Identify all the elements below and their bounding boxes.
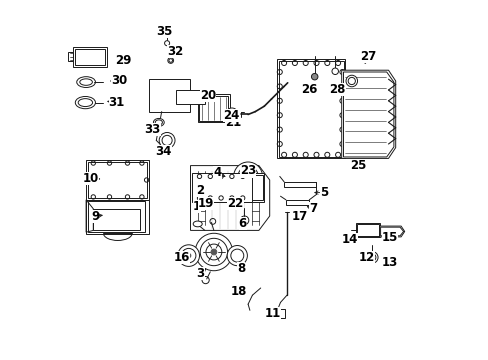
Ellipse shape <box>75 96 95 109</box>
Polygon shape <box>197 94 230 122</box>
Text: 20: 20 <box>199 89 216 102</box>
Circle shape <box>195 233 232 271</box>
Circle shape <box>233 162 262 191</box>
Text: 33: 33 <box>144 123 161 136</box>
Text: 15: 15 <box>381 231 398 244</box>
Text: 35: 35 <box>156 25 172 38</box>
Text: 18: 18 <box>230 285 247 298</box>
Polygon shape <box>176 90 204 104</box>
Text: 6: 6 <box>238 217 246 230</box>
Text: 28: 28 <box>328 83 345 96</box>
Text: 34: 34 <box>155 145 171 158</box>
Polygon shape <box>355 223 379 237</box>
Text: 24: 24 <box>222 109 239 122</box>
Ellipse shape <box>227 108 236 114</box>
Text: 7: 7 <box>308 202 316 215</box>
Circle shape <box>238 166 258 186</box>
Polygon shape <box>192 173 251 202</box>
Circle shape <box>331 68 338 75</box>
Text: 4: 4 <box>213 166 221 179</box>
Circle shape <box>167 58 173 63</box>
Polygon shape <box>73 47 107 67</box>
Text: 16: 16 <box>173 251 189 264</box>
Ellipse shape <box>153 118 164 126</box>
Text: 13: 13 <box>382 256 398 269</box>
Text: 32: 32 <box>167 45 183 58</box>
Polygon shape <box>341 70 395 158</box>
Polygon shape <box>68 52 73 61</box>
Circle shape <box>162 135 172 145</box>
Text: 27: 27 <box>360 50 376 63</box>
Polygon shape <box>190 166 269 230</box>
Text: 8: 8 <box>236 262 244 275</box>
Text: 30: 30 <box>111 75 127 87</box>
Circle shape <box>200 238 227 266</box>
Text: 14: 14 <box>341 233 357 246</box>
Text: 22: 22 <box>227 197 243 210</box>
Circle shape <box>230 249 244 262</box>
Text: 2: 2 <box>196 184 204 197</box>
Circle shape <box>164 41 169 46</box>
Text: 5: 5 <box>319 186 327 199</box>
Text: 11: 11 <box>264 307 281 320</box>
Polygon shape <box>284 182 316 187</box>
Circle shape <box>159 132 175 148</box>
Polygon shape <box>217 173 264 202</box>
Ellipse shape <box>193 221 202 227</box>
Text: 9: 9 <box>91 210 99 222</box>
Text: 12: 12 <box>358 251 374 264</box>
Circle shape <box>387 258 395 266</box>
Text: 31: 31 <box>108 96 124 109</box>
Circle shape <box>205 244 222 260</box>
Polygon shape <box>276 59 345 158</box>
Text: 3: 3 <box>196 267 204 280</box>
Polygon shape <box>285 200 309 205</box>
Circle shape <box>240 216 248 225</box>
Circle shape <box>211 249 216 255</box>
Text: 25: 25 <box>349 159 366 172</box>
Circle shape <box>181 248 196 263</box>
Polygon shape <box>149 79 190 112</box>
Text: 29: 29 <box>115 54 131 67</box>
Text: 10: 10 <box>82 172 99 185</box>
Text: 26: 26 <box>301 83 317 96</box>
Ellipse shape <box>77 77 95 87</box>
Text: 19: 19 <box>197 197 214 210</box>
Polygon shape <box>379 226 404 237</box>
Text: 1: 1 <box>193 201 201 213</box>
Circle shape <box>346 75 357 87</box>
Text: 21: 21 <box>224 116 241 129</box>
Text: 23: 23 <box>240 165 256 177</box>
Circle shape <box>178 245 199 266</box>
Circle shape <box>366 252 377 263</box>
Circle shape <box>227 246 247 266</box>
Text: 17: 17 <box>291 210 308 222</box>
Bar <box>270 309 285 318</box>
Polygon shape <box>86 160 149 200</box>
Circle shape <box>186 253 190 258</box>
Circle shape <box>311 73 317 80</box>
Polygon shape <box>86 200 149 234</box>
